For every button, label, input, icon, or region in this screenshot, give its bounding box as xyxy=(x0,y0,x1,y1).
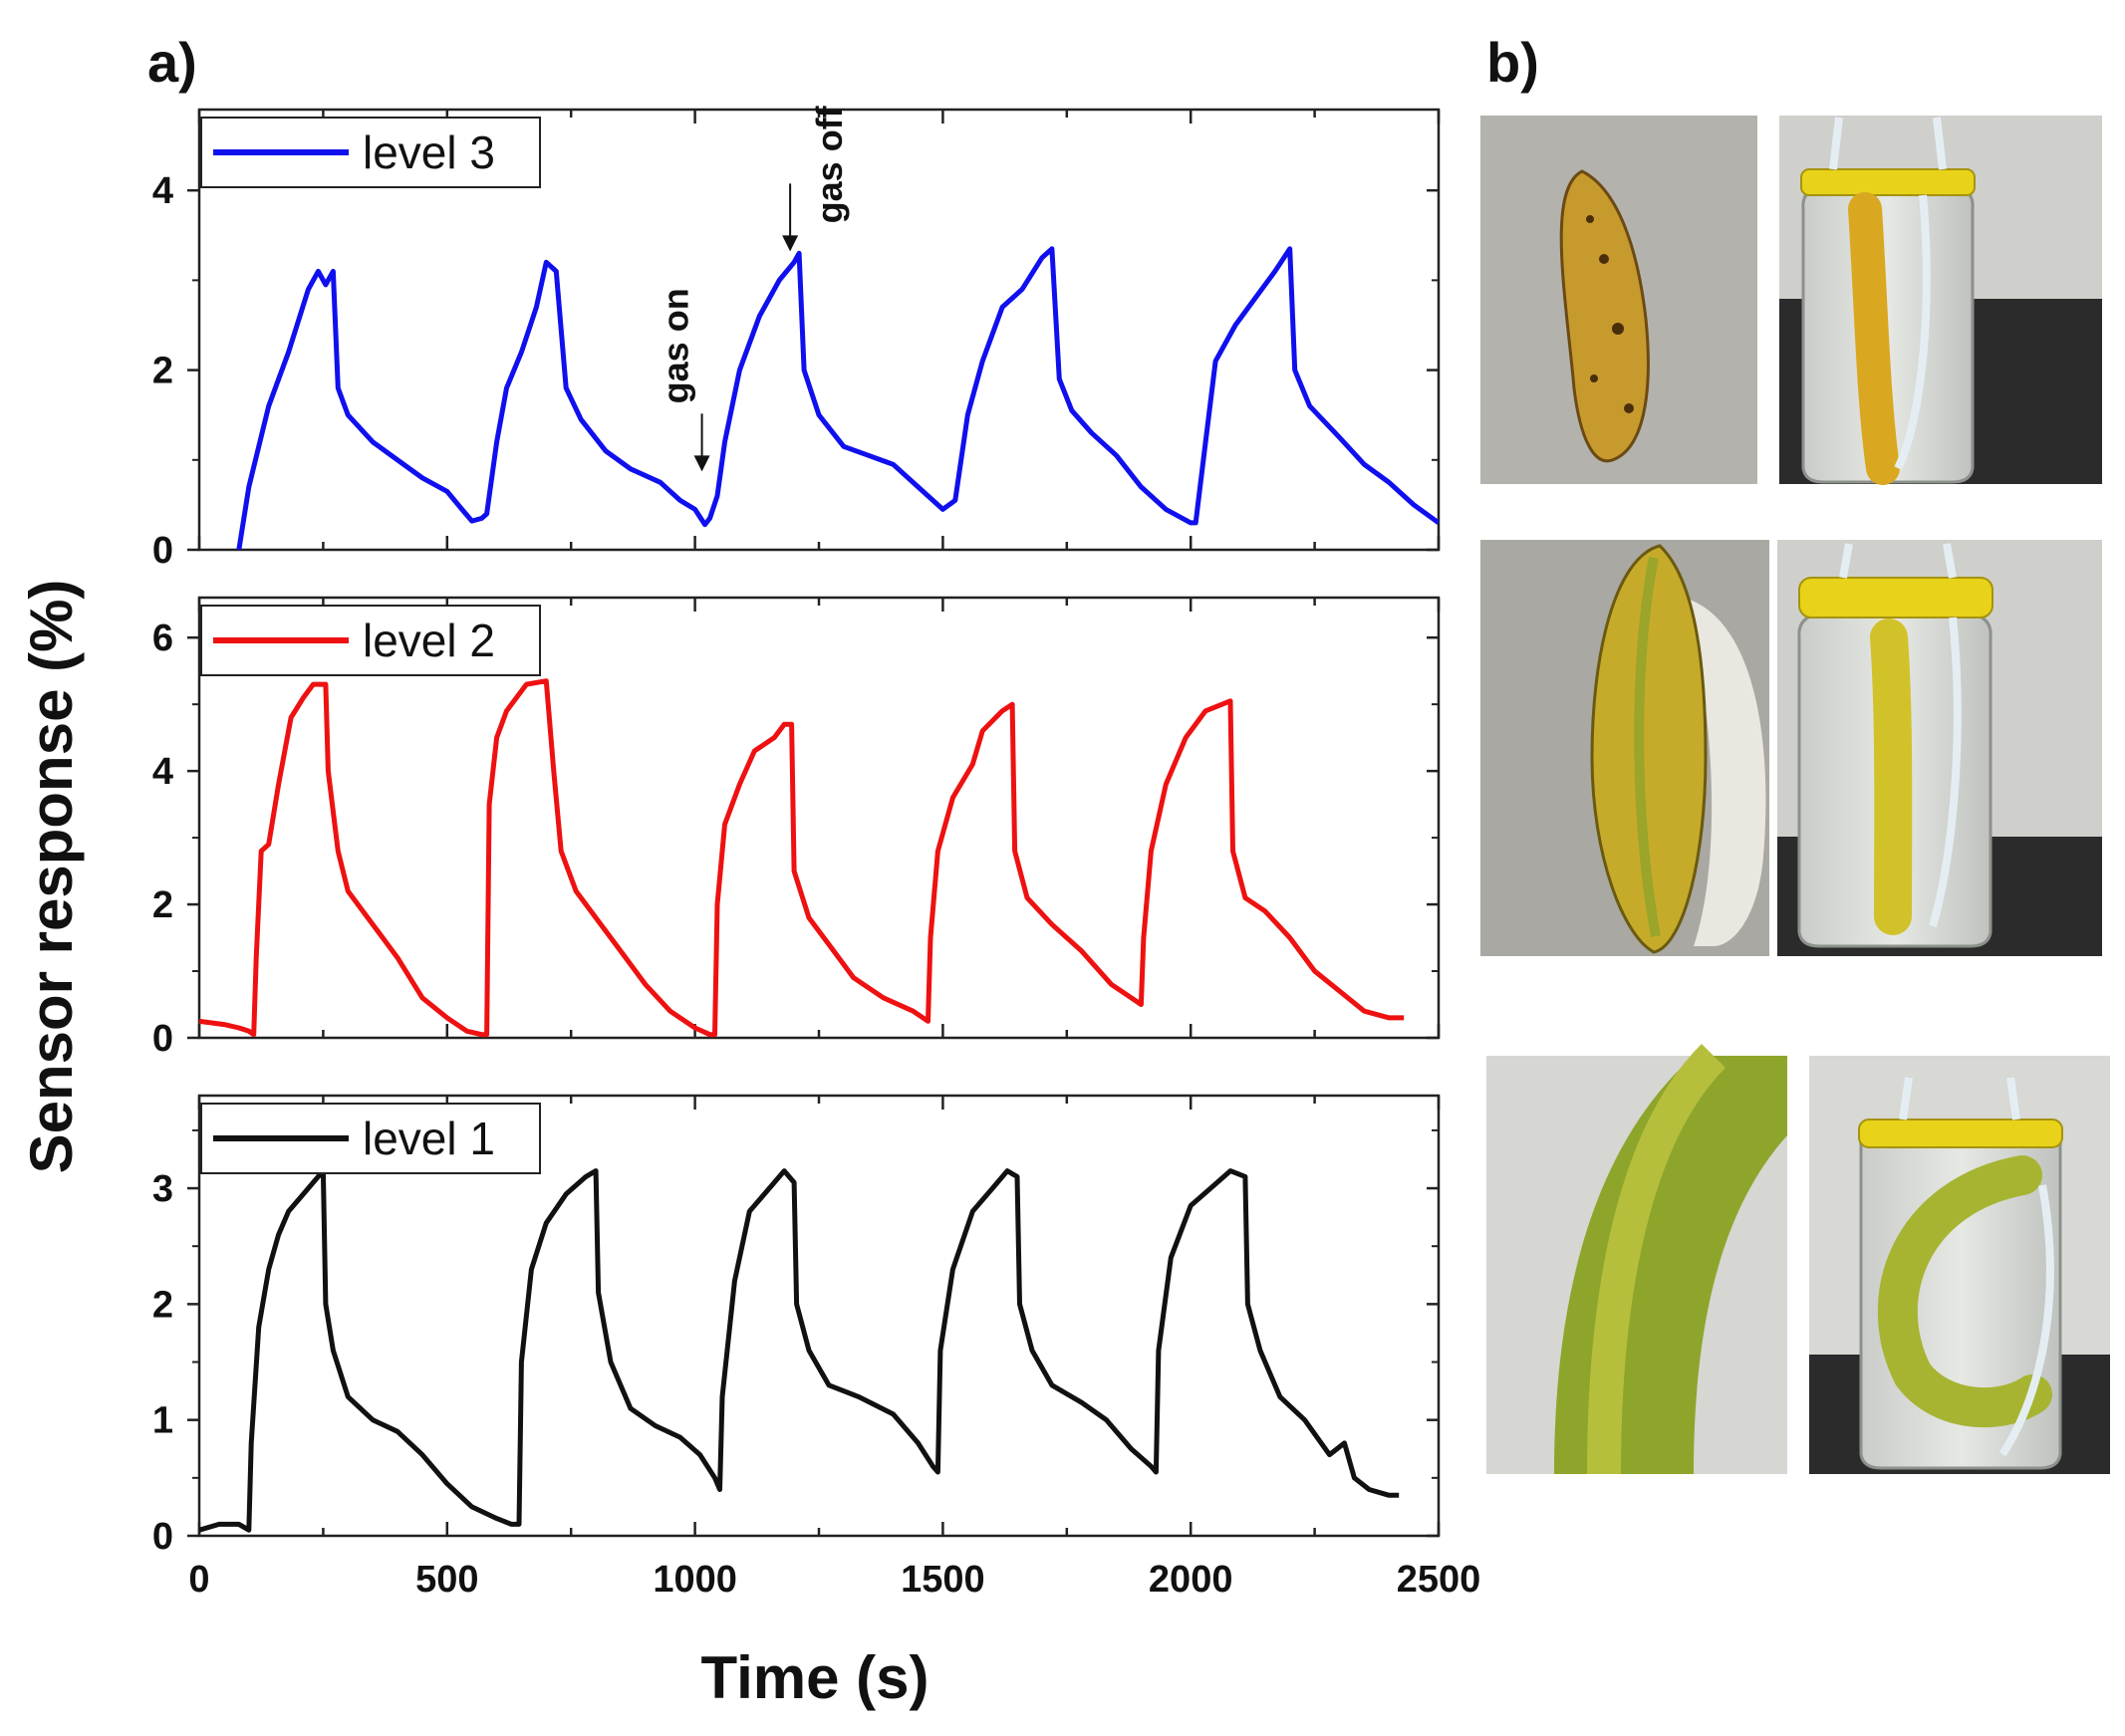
legend: level 3 xyxy=(200,117,541,188)
y-tick-label: 1 xyxy=(152,1400,173,1442)
y-tick-label: 3 xyxy=(152,1168,173,1210)
panel-b-label: b) xyxy=(1486,31,1539,94)
subplot-2: 0 2 4 6 level 2 xyxy=(152,596,1441,1060)
y-tick-label: 4 xyxy=(152,751,173,793)
legend: level 1 xyxy=(200,1103,541,1174)
photo-overripe-banana xyxy=(1480,116,1757,484)
annotation-gas-off: gas off xyxy=(809,105,850,223)
chart-area: 0 2 4 level 3 gas on gas off 0 2 4 6 level 2 0 1 2 3 le… xyxy=(152,105,1480,1601)
panel-a-label: a) xyxy=(147,31,197,94)
subplot-3: 0 1 2 3 level 1 0 500 1000 1500 2000 2500 xyxy=(152,1094,1481,1601)
x-tick-label: 0 xyxy=(188,1559,209,1601)
legend: level 2 xyxy=(200,605,541,676)
photo-ripe-banana-in-jar xyxy=(1777,540,2102,956)
annotation-arrowhead xyxy=(782,235,799,252)
x-axis-title: Time (s) xyxy=(701,1644,930,1711)
y-axis-title: Sensor response (%) xyxy=(18,580,85,1174)
y-tick-label: 2 xyxy=(152,351,173,392)
y-tick-label: 6 xyxy=(152,618,173,659)
series-line-level-1 xyxy=(199,1168,1400,1533)
y-tick-label: 0 xyxy=(152,1516,173,1558)
subplot-1: 0 2 4 level 3 gas on gas off xyxy=(152,105,1441,572)
legend-label: level 2 xyxy=(363,615,495,666)
series-line-level-2 xyxy=(199,678,1405,1038)
y-tick-label: 2 xyxy=(152,1284,173,1326)
photo-panel xyxy=(1480,116,2110,1475)
y-tick-label: 2 xyxy=(152,884,173,926)
annotation-gas-on: gas on xyxy=(656,288,696,403)
y-tick-label: 0 xyxy=(152,530,173,572)
x-tick-label: 1000 xyxy=(653,1559,737,1601)
x-tick-label: 500 xyxy=(415,1559,478,1601)
legend-label: level 3 xyxy=(363,126,495,178)
photo-ripe-banana xyxy=(1480,540,1769,956)
x-tick-label: 2000 xyxy=(1149,1559,1233,1601)
y-tick-label: 0 xyxy=(152,1018,173,1060)
legend-label: level 1 xyxy=(363,1113,495,1164)
y-tick-label: 4 xyxy=(152,170,173,212)
x-tick-label: 1500 xyxy=(901,1559,985,1601)
series-line-level-3 xyxy=(236,246,1439,550)
photo-overripe-banana-in-jar xyxy=(1779,116,2102,485)
photo-unripe-banana xyxy=(1486,1043,1787,1475)
photo-unripe-banana-in-jar xyxy=(1809,1056,2110,1474)
x-tick-label: 2500 xyxy=(1397,1559,1481,1601)
annotation-arrowhead xyxy=(693,455,710,472)
